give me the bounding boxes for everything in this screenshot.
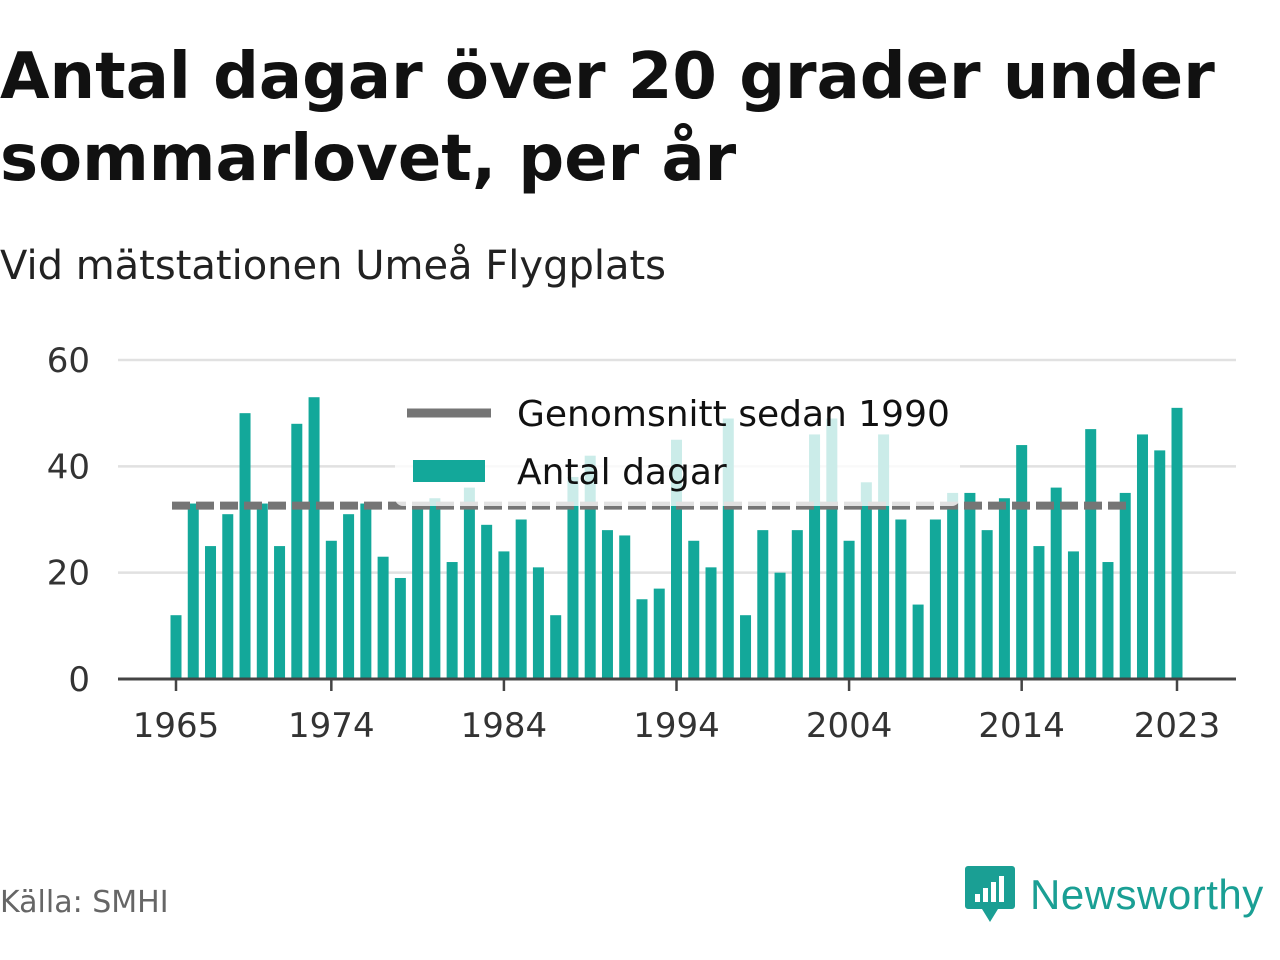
bar (636, 599, 648, 679)
x-tick-label: 2023 (1134, 706, 1221, 746)
bar (567, 476, 579, 679)
chart-title: Antal dagar över 20 grader under sommarl… (0, 40, 1215, 196)
bar (394, 577, 406, 679)
legend-label-average: Genomsnitt sedan 1990 (517, 394, 950, 435)
bar (688, 540, 700, 679)
bar-chart: 0 20 40 60 Genomsnitt sedan 1990 Antal dagar… (47, 341, 1236, 746)
bar (912, 604, 924, 679)
x-tick-label: 1974 (288, 706, 375, 746)
bars (170, 397, 1183, 679)
bar (722, 418, 734, 679)
bar (791, 530, 803, 679)
bar (895, 519, 907, 679)
brand-name: Newsworthy (1030, 871, 1264, 918)
bar (222, 514, 234, 679)
bar (878, 434, 890, 679)
y-tick-label: 0 (68, 660, 90, 700)
bar (515, 519, 527, 679)
y-tick-label: 40 (47, 447, 90, 487)
bar (705, 567, 717, 679)
bar (1085, 429, 1097, 679)
bar (256, 503, 268, 679)
source-note: Källa: SMHI (0, 885, 169, 920)
bar (1119, 492, 1131, 679)
legend-swatch-bars (413, 460, 485, 482)
y-axis-ticks: 0 20 40 60 (47, 341, 90, 700)
bar (671, 439, 682, 679)
bar (377, 556, 389, 679)
bar (601, 530, 613, 679)
bar (308, 397, 320, 679)
bar (343, 514, 355, 679)
chart-subtitle: Vid mätstationen Umeå Flygplats (0, 243, 666, 289)
bar (964, 492, 976, 679)
bar (1171, 407, 1183, 679)
y-tick-label: 20 (47, 554, 90, 594)
x-axis: 1965 1974 1984 1994 2004 2014 2023 (118, 677, 1236, 746)
bar (929, 519, 941, 679)
bar (740, 615, 752, 679)
bar (532, 567, 544, 679)
x-tick-label: 1994 (633, 706, 720, 746)
bar (1033, 546, 1045, 679)
bar (1154, 450, 1166, 679)
legend-background (395, 388, 960, 506)
bar (187, 503, 199, 679)
brand-logo: Newsworthy (964, 864, 1264, 926)
bar (653, 588, 665, 679)
bar (1102, 562, 1114, 679)
bar (498, 551, 510, 679)
bar (205, 546, 217, 679)
x-tick-label: 2004 (806, 706, 893, 746)
bar (826, 418, 838, 679)
bar (809, 434, 821, 679)
bar (998, 498, 1010, 679)
y-tick-label: 60 (47, 341, 90, 381)
bar (1067, 551, 1079, 679)
x-tick-label: 2014 (978, 706, 1065, 746)
bar (550, 615, 562, 679)
bar (860, 482, 872, 679)
bar (360, 503, 372, 679)
bar (463, 487, 475, 679)
bar (412, 503, 424, 679)
bar (429, 498, 441, 679)
bar (1136, 434, 1148, 679)
bar (291, 423, 303, 679)
legend-label-bars: Antal dagar (517, 452, 727, 493)
bar (239, 413, 251, 679)
bar (170, 615, 182, 679)
x-tick-label: 1965 (133, 706, 220, 746)
bar (843, 540, 855, 679)
bar (446, 562, 458, 679)
bar (981, 530, 993, 679)
bar (1016, 445, 1028, 679)
x-tick-label: 1984 (461, 706, 548, 746)
bar (1050, 487, 1062, 679)
newsworthy-logo-icon (965, 866, 1015, 922)
bar (274, 546, 286, 679)
bar (481, 524, 493, 679)
bar (584, 455, 596, 679)
bar (325, 540, 337, 679)
bar (774, 572, 786, 679)
bar (947, 492, 959, 679)
bar (619, 535, 631, 679)
bar (757, 530, 769, 679)
legend: Genomsnitt sedan 1990 Antal dagar (395, 388, 960, 506)
